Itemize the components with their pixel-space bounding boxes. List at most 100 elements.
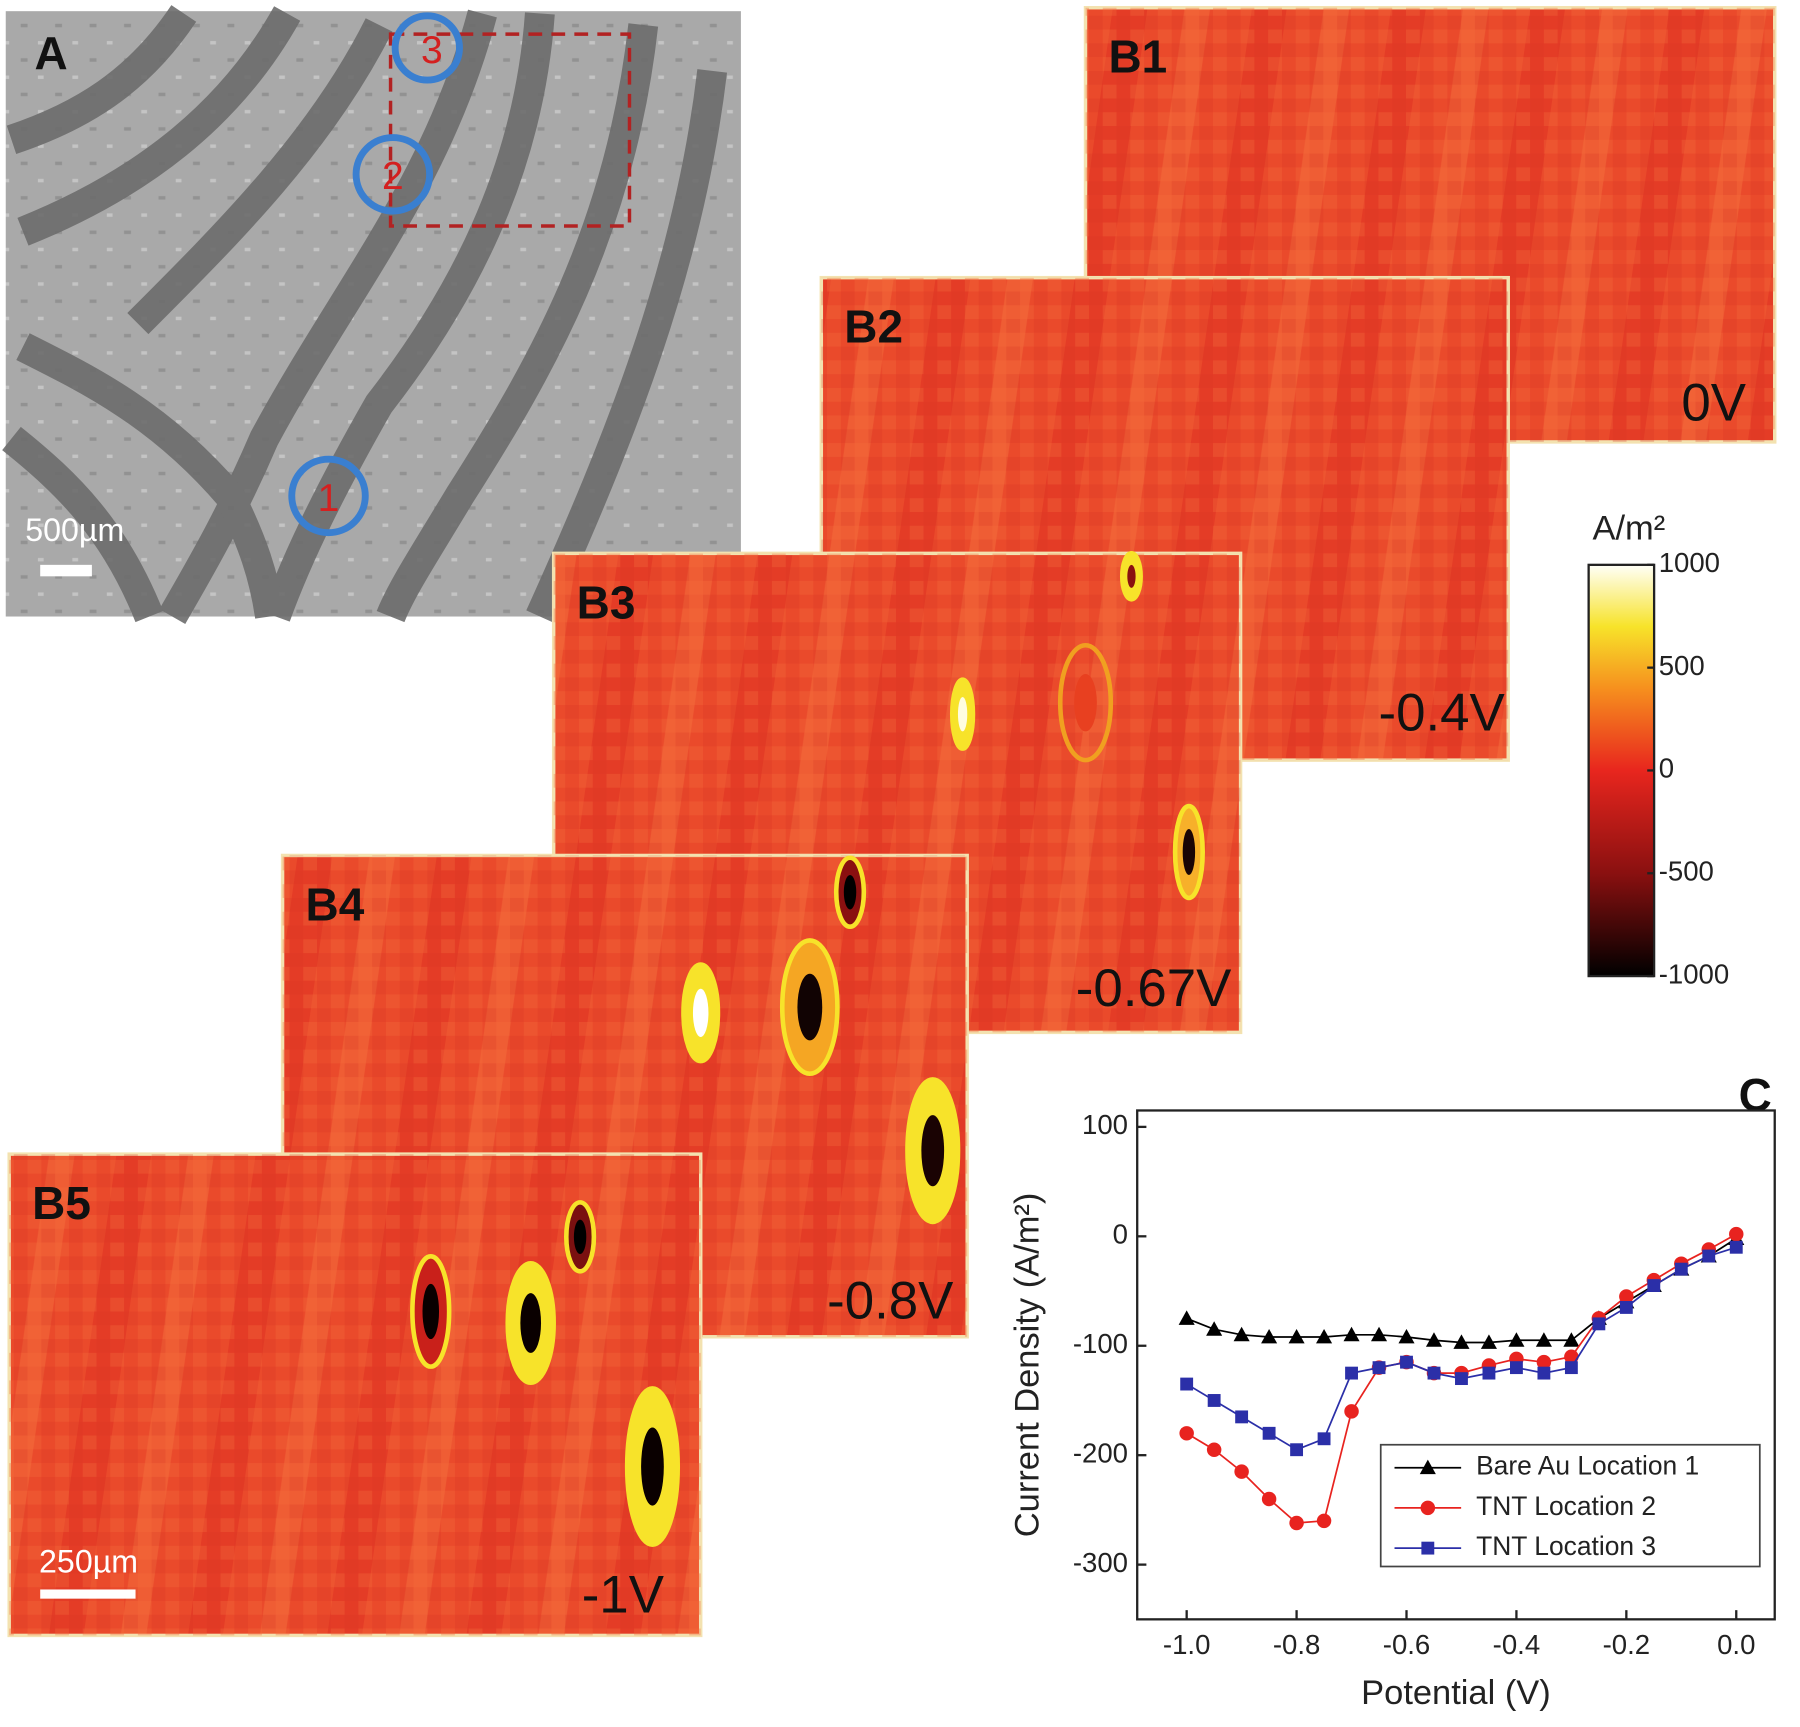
hotspot-core — [1074, 673, 1097, 732]
data-point — [1345, 1366, 1358, 1380]
x-tick-label: -0.4 — [1493, 1629, 1540, 1660]
data-point — [1290, 1443, 1304, 1457]
data-point — [1343, 1326, 1360, 1342]
y-tick-label: 0 — [1113, 1219, 1128, 1250]
data-point — [1702, 1249, 1716, 1263]
legend-marker — [1421, 1541, 1435, 1555]
potential-label: 0V — [1681, 373, 1746, 432]
panel-label: B5 — [32, 1177, 91, 1229]
y-tick-label: 100 — [1082, 1109, 1128, 1140]
x-tick-label: 0.0 — [1717, 1629, 1755, 1660]
data-point — [1344, 1404, 1359, 1419]
data-point — [1233, 1326, 1250, 1342]
data-point — [1180, 1377, 1194, 1391]
hotspot-core — [422, 1283, 440, 1340]
data-point — [1400, 1355, 1413, 1369]
panel-a: 1 2 3 A 500µm — [2, 5, 741, 624]
scale-bar-label: 500µm — [25, 512, 124, 548]
legend-label: Bare Au Location 1 — [1476, 1451, 1699, 1481]
colorbar-tick-label: -500 — [1659, 856, 1714, 887]
colorbar-tick-label: 0 — [1659, 753, 1674, 784]
colorbar-title: A/m² — [1592, 509, 1665, 547]
location-label: 1 — [318, 477, 340, 520]
x-tick-label: -1.0 — [1163, 1629, 1210, 1660]
legend-label: TNT Location 3 — [1476, 1531, 1656, 1561]
data-point — [1729, 1226, 1744, 1242]
x-tick-label: -0.8 — [1273, 1629, 1320, 1660]
data-point — [1179, 1426, 1194, 1441]
x-tick-label: -0.2 — [1603, 1629, 1650, 1660]
potential-label: -0.8V — [827, 1272, 953, 1331]
data-point — [1536, 1354, 1552, 1370]
data-point — [1453, 1334, 1470, 1349]
hotspot-core — [1127, 564, 1136, 588]
hotspot-core — [797, 973, 823, 1041]
legend-marker — [1420, 1500, 1436, 1516]
data-point — [1427, 1366, 1441, 1380]
x-axis-label: Potential (V) — [1361, 1674, 1551, 1712]
y-tick-label: -300 — [1073, 1547, 1128, 1578]
data-point — [1674, 1262, 1688, 1276]
hotspot — [1057, 642, 1114, 763]
hotspot-core — [921, 1115, 945, 1187]
data-point — [1482, 1366, 1496, 1380]
data-point — [1261, 1328, 1278, 1344]
data-point — [1262, 1426, 1276, 1440]
hotspot-core — [1182, 829, 1196, 875]
heatmaps: B1 0V B2 -0.4V B3 -0.67V B4 -0.8V B5 -1V 250µm — [7, 6, 1777, 1638]
panel-label: A — [34, 27, 67, 79]
data-point — [1508, 1332, 1525, 1347]
plot-frame — [1136, 1109, 1776, 1621]
data-point — [1455, 1372, 1468, 1386]
data-point — [1178, 1310, 1195, 1325]
colorbar-tick-label: 1000 — [1659, 547, 1720, 578]
hotspot-core — [573, 1219, 587, 1255]
hotspot-core — [641, 1427, 664, 1506]
data-point — [1370, 1326, 1388, 1342]
data-point — [1235, 1410, 1249, 1424]
data-point — [1316, 1328, 1333, 1344]
photo-bands — [2, 5, 728, 624]
hotspot-core — [843, 874, 857, 910]
data-point — [1398, 1328, 1415, 1344]
data-point — [1619, 1301, 1633, 1314]
data-point — [1206, 1442, 1222, 1457]
colorbar: A/m² 1000 500 0 -500 -1000 — [1587, 509, 1729, 989]
data-point — [1592, 1317, 1606, 1331]
data-point — [1289, 1515, 1304, 1531]
location-label: 3 — [421, 29, 443, 72]
panel-label: B2 — [844, 301, 903, 353]
data-point — [1317, 1432, 1331, 1446]
scale-bar — [40, 1589, 136, 1599]
data-point — [1647, 1279, 1661, 1292]
data-point — [1261, 1491, 1277, 1507]
data-point — [1619, 1289, 1634, 1304]
roi-box — [388, 32, 632, 228]
data-point — [1234, 1464, 1249, 1479]
data-point — [1729, 1240, 1743, 1254]
y-tick-label: -100 — [1073, 1328, 1128, 1359]
panel-label: B1 — [1108, 31, 1167, 83]
panel-label: B3 — [577, 576, 636, 628]
colorbar-scale — [1587, 563, 1656, 978]
scale-bar-label: 250µm — [39, 1544, 138, 1580]
colorbar-tick-label: 500 — [1659, 650, 1705, 681]
data-point — [1207, 1394, 1221, 1407]
legend-box — [1379, 1443, 1761, 1568]
potential-label: -0.67V — [1076, 959, 1232, 1018]
potential-label: -1V — [582, 1566, 664, 1625]
hotspot-core — [692, 988, 709, 1037]
panel-label: C — [1739, 1069, 1772, 1121]
hotspot-core — [520, 1293, 542, 1353]
data-point — [1425, 1332, 1443, 1347]
scale-bar — [40, 564, 92, 577]
data-point — [1509, 1361, 1523, 1375]
data-point — [1288, 1328, 1305, 1344]
x-tick-label: -0.6 — [1383, 1629, 1430, 1660]
legend-label: TNT Location 2 — [1476, 1491, 1656, 1521]
data-point — [1535, 1332, 1552, 1347]
data-point — [1480, 1334, 1497, 1349]
location-circles — [288, 12, 463, 537]
